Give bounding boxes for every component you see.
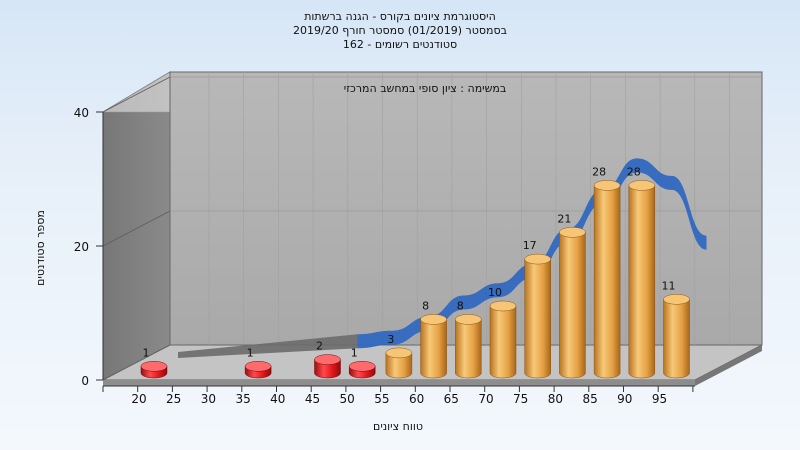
bar-value-label: 28	[627, 165, 641, 178]
bar-top	[593, 180, 621, 191]
x-tick-label: 25	[166, 392, 181, 406]
bar-top	[455, 314, 482, 325]
trend-band-shape	[357, 158, 707, 349]
bar-value-label: 21	[557, 212, 571, 225]
bar-body	[420, 319, 447, 379]
bars	[140, 180, 690, 379]
bar	[489, 300, 517, 379]
y-axis: 0 20 40	[74, 106, 104, 388]
grid-lines	[102, 72, 762, 345]
bar	[244, 361, 272, 379]
bar-value-label: 1	[247, 346, 254, 359]
grid-line-side	[102, 210, 171, 247]
bar-top	[489, 300, 517, 312]
bar-body	[455, 319, 482, 379]
bar	[455, 314, 482, 379]
x-tick-label: 85	[582, 392, 597, 406]
bar-body	[385, 352, 413, 379]
bar-value-label: 3	[387, 333, 394, 346]
bar	[593, 180, 621, 379]
bar	[385, 347, 413, 379]
bar-value-label: 1	[143, 346, 150, 359]
trend-band	[178, 158, 707, 358]
grid-line-side	[102, 76, 171, 113]
bar-top	[420, 314, 447, 325]
bar-top	[628, 180, 656, 191]
bar-value-label: 2	[316, 340, 323, 353]
bar-body	[524, 258, 551, 379]
bar	[420, 314, 447, 379]
chart-title: היסטוגרמת ציונים בקורס - הגנה ברשתות בסמ…	[0, 10, 800, 52]
trend-band-flat	[178, 334, 358, 358]
x-tick-label: 40	[270, 392, 285, 406]
bar-top	[314, 354, 341, 365]
bar	[628, 180, 656, 379]
y-tick-label: 0	[81, 374, 89, 388]
bar-top	[663, 294, 690, 305]
bar-body	[663, 299, 690, 379]
chart-title-line-3: סטודנטים רשומים - 162	[342, 38, 458, 51]
x-tick-label: 55	[374, 392, 389, 406]
bar-top	[524, 253, 551, 265]
chart-subtitle: במשימה : ציון סופי במחשב המרכזי	[344, 82, 507, 95]
bar	[524, 253, 551, 379]
bar-value-label: 8	[457, 299, 464, 312]
x-tick-label: 90	[617, 392, 632, 406]
bar-value-label: 1	[351, 346, 358, 359]
x-tick-label: 75	[513, 392, 528, 406]
bar	[348, 361, 376, 379]
bar	[314, 354, 341, 379]
x-tick-label: 20	[131, 392, 146, 406]
bar-value-label: 8	[422, 299, 429, 312]
bar-value-label: 11	[662, 279, 676, 292]
x-axis-title: טווח ציונים	[373, 420, 423, 433]
bar-top	[385, 347, 413, 359]
bar-body	[559, 232, 586, 379]
x-tick-label: 65	[444, 392, 459, 406]
y-axis-title: מספר סטודנטים	[34, 210, 47, 286]
bar	[663, 294, 690, 379]
x-tick-label: 30	[201, 392, 216, 406]
chart-title-line-1: היסטוגרמת ציונים בקורס - הגנה ברשתות	[304, 10, 496, 23]
x-axis: 20 25 30 35 40 45 50 55 60 65 70 75 80 85 90 95	[102, 385, 695, 406]
bar-value-label: 10	[488, 286, 502, 299]
bar-top	[348, 361, 376, 372]
x-tick-label: 95	[652, 392, 667, 406]
bar	[559, 227, 586, 379]
bar-body	[593, 185, 621, 379]
x-tick-label: 45	[305, 392, 320, 406]
plot-side-wall	[102, 71, 171, 381]
y-tick-label: 40	[74, 106, 89, 120]
plot-floor-right	[695, 345, 762, 386]
x-tick-label: 60	[409, 392, 424, 406]
bar-body	[628, 185, 656, 379]
x-tick-label: 80	[548, 392, 563, 406]
x-tick-label: 50	[340, 392, 355, 406]
chart-title-line-2: בסמסטר (01/2019) סמסטר חורף 2019/20	[293, 24, 507, 37]
bar-value-label: 28	[592, 165, 606, 178]
x-tick-label: 35	[235, 392, 250, 406]
bar-value-label: 17	[523, 239, 537, 252]
bar-top	[559, 227, 586, 238]
plot-floor-front	[103, 380, 695, 386]
y-tick-label: 20	[74, 240, 89, 254]
bar-top	[140, 361, 168, 372]
bar-top	[244, 361, 272, 372]
bar-body	[489, 305, 517, 379]
bar	[140, 361, 168, 379]
x-tick-label: 70	[478, 392, 493, 406]
